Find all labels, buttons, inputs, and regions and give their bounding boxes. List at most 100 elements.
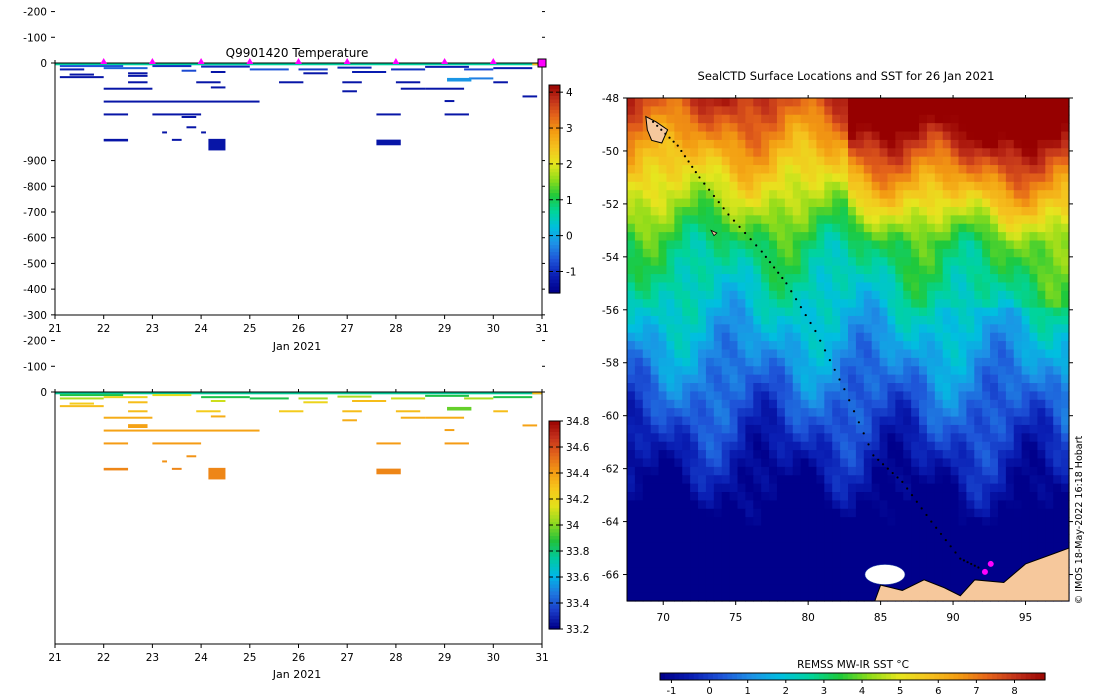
sst-cell: [737, 592, 746, 602]
sst-cell: [840, 156, 849, 166]
sst-cell: [879, 257, 889, 267]
temperature-colorbar-step: [549, 150, 560, 155]
sst-cell: [776, 165, 786, 175]
sst-cell: [1005, 542, 1015, 552]
sst-cell: [879, 433, 889, 443]
sst-cell: [698, 165, 707, 175]
sst-cell: [840, 139, 849, 149]
seal-track-dot: [668, 136, 671, 139]
salinity-colorbar-step: [549, 504, 560, 509]
sst-cell: [1053, 416, 1062, 426]
sst-cell: [1005, 223, 1015, 233]
sst-cell: [784, 290, 794, 300]
sst-colorbar-step: [972, 673, 979, 680]
sst-cell: [769, 282, 778, 292]
sst-cell: [848, 223, 857, 233]
sst-cell: [911, 98, 920, 107]
sst-cell: [808, 232, 818, 242]
sst-cell: [887, 341, 896, 351]
sst-cell: [919, 332, 928, 342]
sst-cell: [950, 458, 960, 468]
sst-cell: [1029, 475, 1039, 485]
sst-cell: [816, 315, 825, 325]
sst-cell: [887, 290, 896, 300]
salinity-colorbar-step: [549, 583, 560, 588]
sst-cell: [1029, 517, 1039, 527]
sst-cell: [887, 466, 896, 476]
sst-cell: [642, 458, 652, 468]
sst-cell: [855, 123, 865, 133]
sst-cell: [666, 391, 675, 401]
sst-cell: [1005, 349, 1015, 359]
temperature-profile-segment: [55, 63, 542, 66]
sst-cell: [784, 584, 794, 594]
sst-cell: [816, 332, 825, 342]
sst-cell: [982, 542, 991, 552]
sst-cell: [737, 475, 746, 485]
sst-cell: [903, 98, 912, 107]
salinity-colorbar-step: [549, 594, 560, 599]
sst-cell: [666, 416, 675, 426]
sst-cell: [903, 416, 912, 426]
sst-cell: [800, 383, 810, 393]
sst-cell: [745, 458, 754, 468]
sst-cell: [1053, 475, 1062, 485]
sst-cell: [974, 307, 983, 317]
salinity-y-tick-label: -500: [23, 258, 47, 270]
salinity-colorbar-step: [549, 445, 560, 450]
sst-cell: [903, 475, 912, 485]
sst-cell: [879, 274, 889, 284]
seal-track-dot: [687, 160, 690, 163]
sst-cell: [769, 223, 778, 233]
sst-cell: [934, 165, 944, 175]
sst-cell: [682, 575, 691, 585]
sst-cell: [753, 533, 762, 543]
sst-cell: [634, 198, 644, 208]
sst-cell: [666, 181, 675, 191]
temperature-profile-segment: [337, 66, 372, 69]
sst-cell: [792, 508, 802, 518]
sst-cell: [974, 165, 983, 175]
sst-cell: [997, 559, 1007, 569]
sst-cell: [942, 148, 952, 158]
sst-cell: [698, 424, 707, 434]
sst-cell: [926, 525, 936, 535]
sst-cell: [958, 282, 967, 292]
sst-cell: [761, 357, 770, 367]
sst-cell: [808, 399, 818, 409]
sst-cell: [698, 324, 707, 334]
sst-cell: [1013, 114, 1023, 124]
sst-cell: [650, 475, 660, 485]
sst-cell: [942, 492, 952, 501]
sst-cell: [879, 525, 889, 535]
sst-cell: [800, 500, 810, 510]
sst-cell: [1021, 240, 1031, 250]
sst-cell: [887, 265, 896, 275]
sst-cell: [753, 215, 762, 225]
sst-cell: [863, 148, 873, 158]
sst-cell: [974, 223, 983, 233]
sst-cell: [690, 290, 699, 300]
sst-cell: [824, 341, 833, 351]
sst-cell: [824, 500, 833, 510]
sst-cell: [855, 282, 865, 292]
sst-cell: [911, 315, 920, 325]
sst-cell: [982, 282, 991, 292]
sst-cell: [950, 173, 960, 183]
sst-cell: [705, 315, 715, 325]
sst-cell: [982, 98, 991, 107]
sst-cell: [1021, 374, 1031, 384]
sst-cell: [840, 307, 849, 317]
sst-cell: [816, 274, 825, 284]
temperature-profile-segment: [425, 65, 469, 68]
sst-cell: [919, 542, 928, 552]
sst-cell: [990, 466, 999, 476]
salinity-colorbar-step: [549, 483, 560, 488]
sst-cell: [698, 181, 707, 191]
salinity-profile-block: [128, 424, 148, 428]
sst-cell: [642, 408, 652, 418]
sst-cell: [879, 357, 889, 367]
seal-track-dot: [781, 276, 784, 280]
sst-cell: [942, 508, 952, 518]
sst-cell: [642, 156, 652, 166]
